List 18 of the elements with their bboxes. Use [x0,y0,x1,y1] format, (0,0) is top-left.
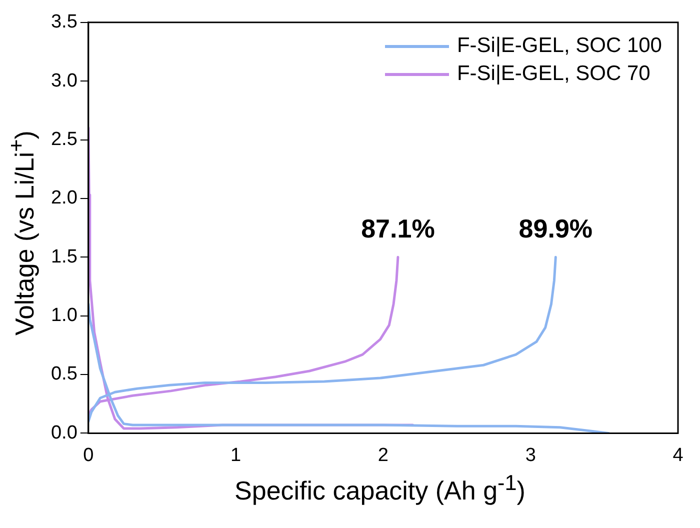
y-tick-label: 0.0 [50,422,78,444]
y-tick-label: 0.5 [50,364,78,385]
x-tick-label: 1 [230,444,242,466]
annotation: 89.9% [518,213,593,244]
x-tick-label: 4 [672,444,684,466]
annotation: 87.1% [361,213,435,244]
y-tick-label: 1.5 [50,246,78,268]
x-tick-label: 3 [525,444,536,466]
y-tick-label: 3.5 [50,12,78,33]
x-axis-title: Specific capacity (Ah g$^{-1}$) [234,470,526,507]
y-tick-label: 1.0 [50,305,78,326]
x-tick-label: 2 [378,444,388,466]
y-tick-label: 3.0 [50,70,78,92]
y-tick-label: 2.5 [50,129,78,150]
y-tick-label: 2.0 [50,188,78,209]
x-tick-label: 0 [83,444,94,466]
legend-label: F-Si|E-GEL, SOC 70 [456,62,650,86]
legend-label: F-Si|E-GEL, SOC 100 [456,34,662,58]
